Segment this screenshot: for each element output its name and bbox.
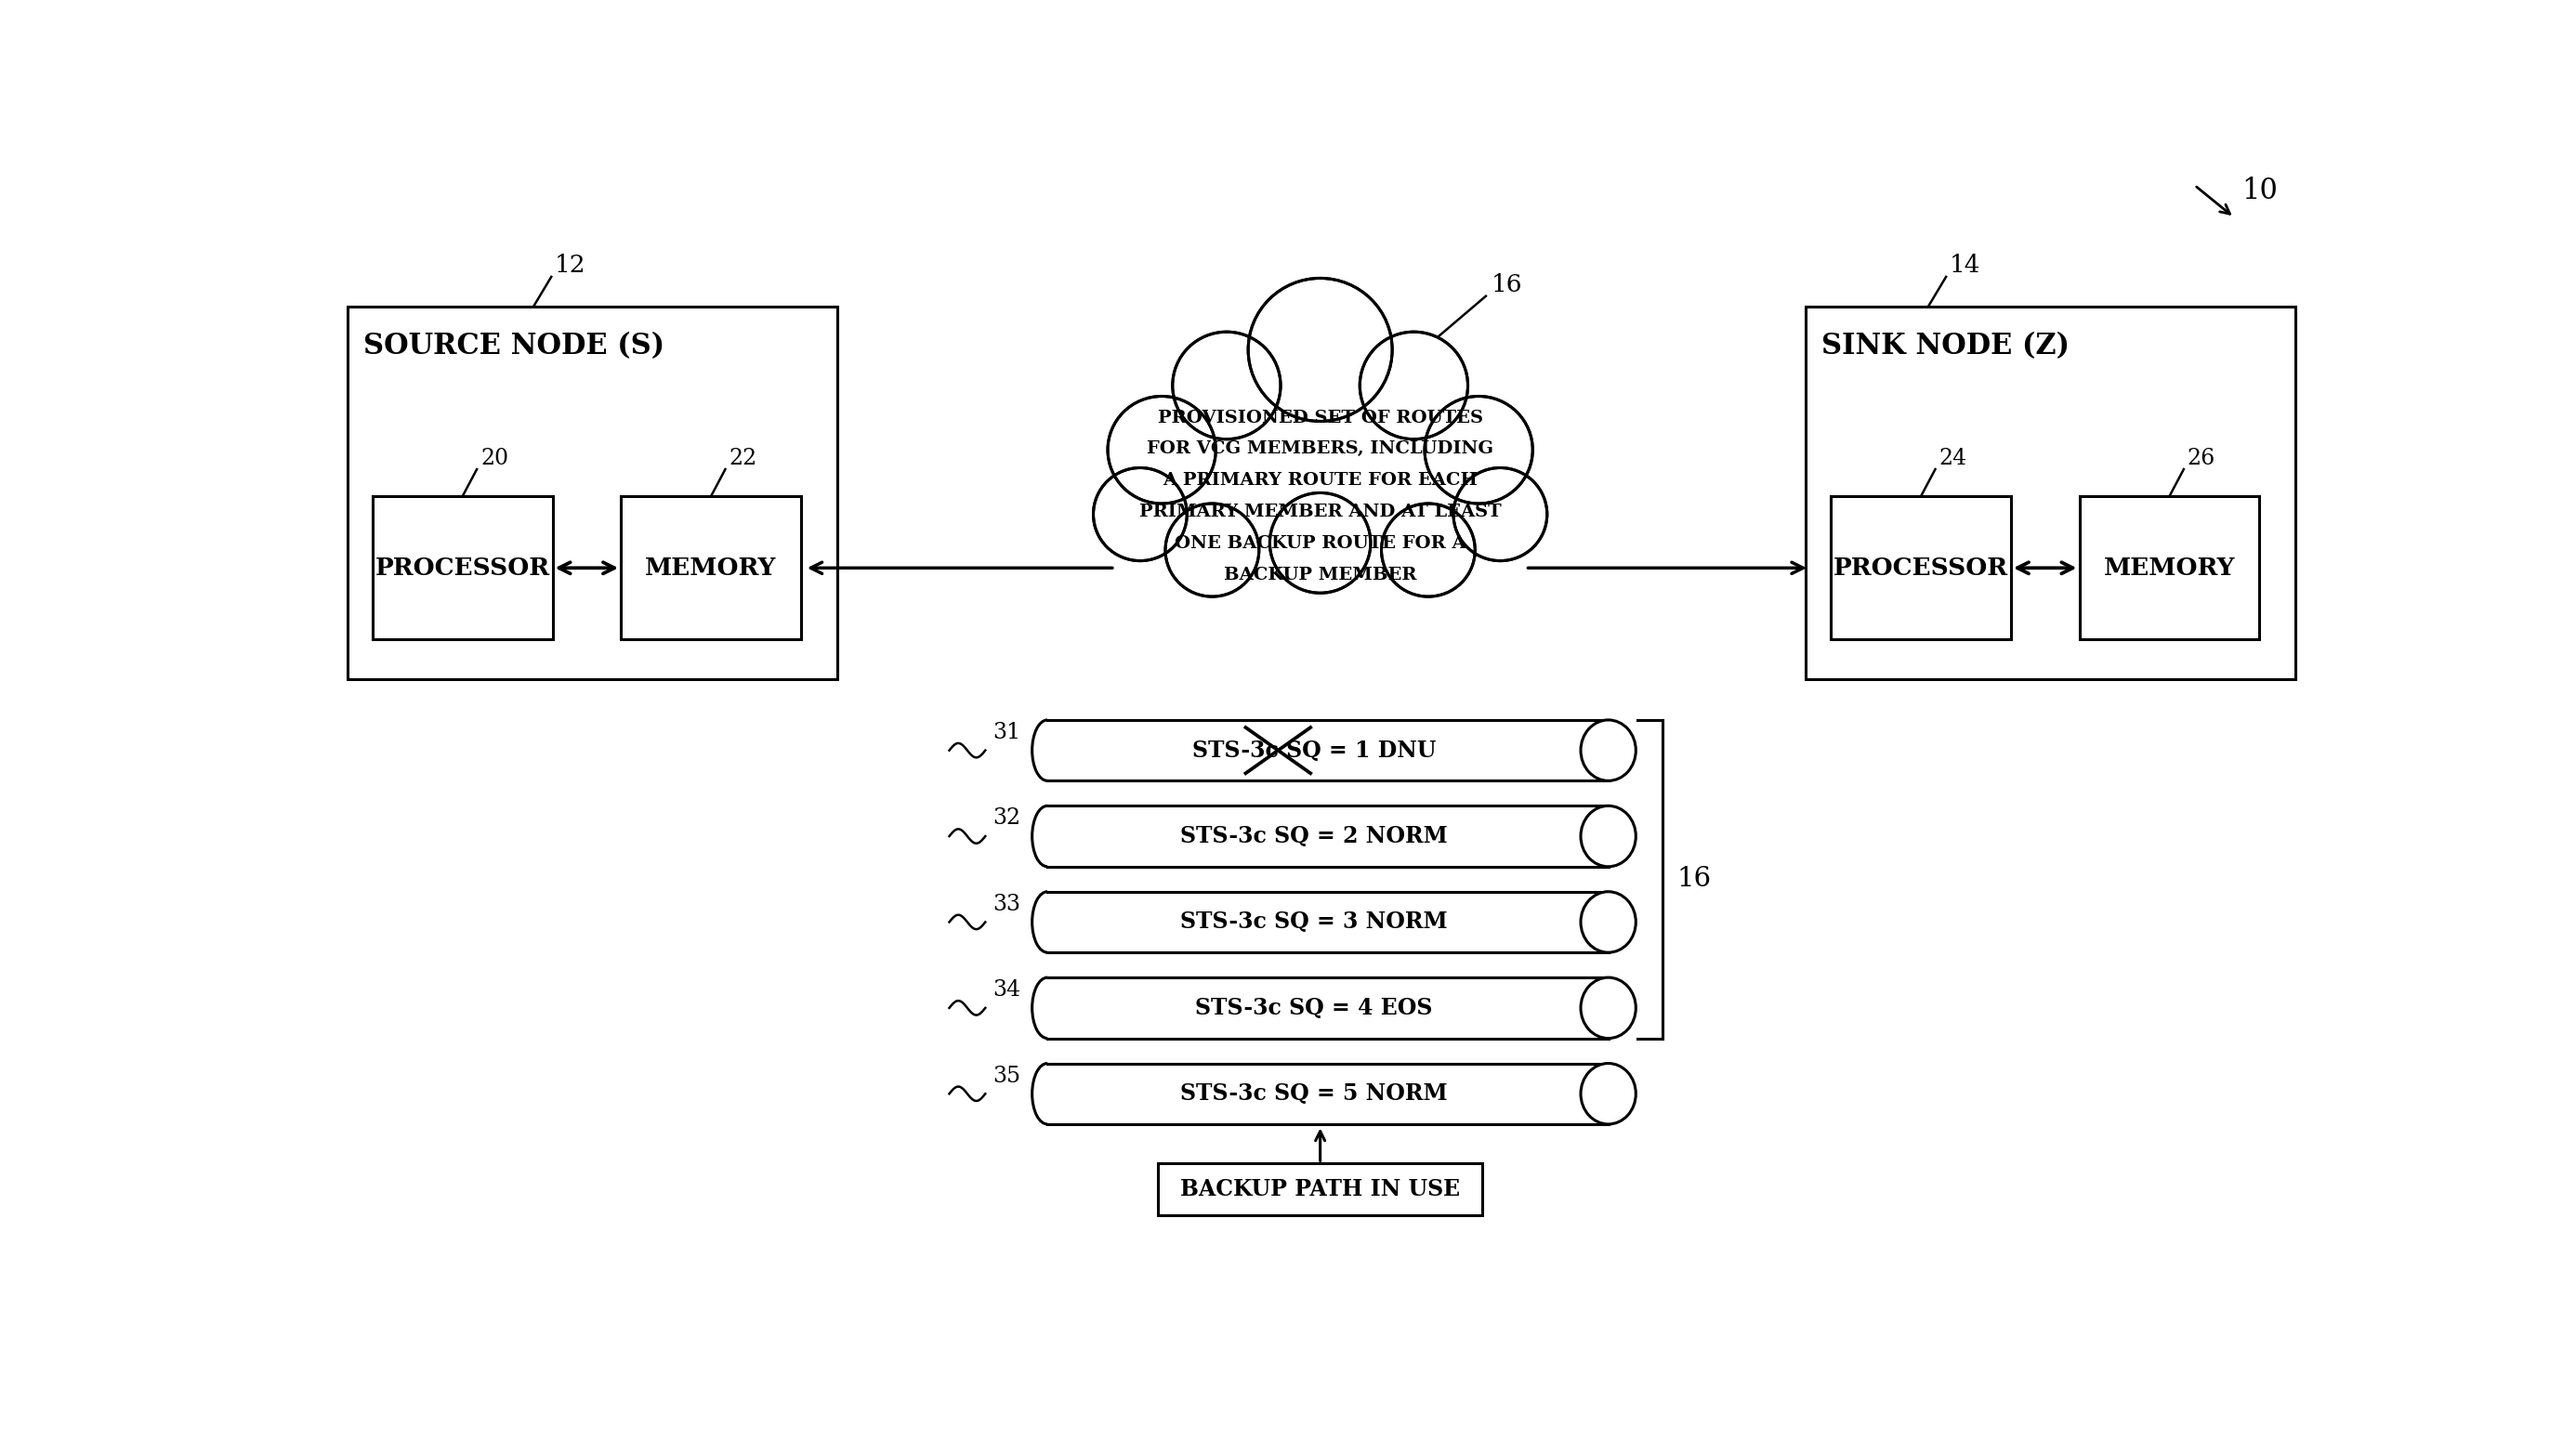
- Text: 33: 33: [992, 894, 1020, 915]
- Circle shape: [1249, 278, 1391, 422]
- Text: STS-3c SQ = 2 NORM: STS-3c SQ = 2 NORM: [1180, 824, 1448, 848]
- Text: SOURCE NODE (S): SOURCE NODE (S): [363, 332, 665, 361]
- Bar: [1832, 496, 2012, 640]
- Text: 16: 16: [1677, 867, 1710, 893]
- Bar: [1048, 720, 1607, 781]
- Bar: [1159, 1163, 1481, 1216]
- Circle shape: [1164, 503, 1260, 596]
- Text: MEMORY: MEMORY: [2105, 557, 2236, 580]
- Circle shape: [1453, 468, 1548, 561]
- Text: PROVISIONED SET OF ROUTES: PROVISIONED SET OF ROUTES: [1157, 410, 1484, 426]
- Circle shape: [1108, 397, 1216, 503]
- Text: 26: 26: [2187, 448, 2215, 470]
- Circle shape: [1172, 332, 1280, 439]
- Text: 14: 14: [1950, 253, 1981, 276]
- Ellipse shape: [1582, 720, 1636, 781]
- Text: PROCESSOR: PROCESSOR: [1834, 557, 2009, 580]
- Text: 31: 31: [992, 721, 1020, 743]
- Text: STS-3c SQ = 1 DNU: STS-3c SQ = 1 DNU: [1193, 739, 1435, 762]
- Text: 34: 34: [992, 980, 1020, 1000]
- Text: 10: 10: [2241, 176, 2277, 205]
- Bar: [374, 496, 551, 640]
- Circle shape: [1092, 468, 1188, 561]
- Circle shape: [1270, 493, 1370, 593]
- Text: 20: 20: [482, 448, 507, 470]
- Bar: [348, 307, 837, 679]
- Text: SINK NODE (Z): SINK NODE (Z): [1821, 332, 2069, 361]
- Text: 12: 12: [554, 253, 587, 276]
- Text: PRIMARY MEMBER AND AT LEAST: PRIMARY MEMBER AND AT LEAST: [1139, 503, 1502, 521]
- Ellipse shape: [1582, 1063, 1636, 1124]
- Text: STS-3c SQ = 5 NORM: STS-3c SQ = 5 NORM: [1180, 1083, 1448, 1105]
- Bar: [621, 496, 801, 640]
- Ellipse shape: [1159, 343, 1481, 557]
- Ellipse shape: [1582, 806, 1636, 867]
- Circle shape: [1360, 332, 1468, 439]
- Bar: [1806, 307, 2295, 679]
- Bar: [1048, 977, 1607, 1038]
- Text: STS-3c SQ = 4 EOS: STS-3c SQ = 4 EOS: [1195, 997, 1432, 1019]
- Text: FOR VCG MEMBERS, INCLUDING: FOR VCG MEMBERS, INCLUDING: [1146, 441, 1494, 458]
- Text: STS-3c SQ = 3 NORM: STS-3c SQ = 3 NORM: [1180, 910, 1448, 933]
- Text: BACKUP PATH IN USE: BACKUP PATH IN USE: [1180, 1178, 1461, 1201]
- Text: 22: 22: [729, 448, 757, 470]
- Text: ONE BACKUP ROUTE FOR A: ONE BACKUP ROUTE FOR A: [1175, 535, 1466, 553]
- Bar: [1048, 806, 1607, 867]
- Text: MEMORY: MEMORY: [644, 557, 775, 580]
- Text: 32: 32: [992, 807, 1020, 829]
- Circle shape: [1381, 503, 1476, 596]
- Circle shape: [1425, 397, 1533, 503]
- Ellipse shape: [1582, 977, 1636, 1038]
- Bar: [1048, 1063, 1607, 1124]
- Text: 24: 24: [1940, 448, 1968, 470]
- Ellipse shape: [1582, 891, 1636, 952]
- Text: PROCESSOR: PROCESSOR: [376, 557, 549, 580]
- Text: 35: 35: [992, 1066, 1020, 1086]
- Bar: [2079, 496, 2259, 640]
- Text: A PRIMARY ROUTE FOR EACH: A PRIMARY ROUTE FOR EACH: [1162, 473, 1479, 489]
- Text: BACKUP MEMBER: BACKUP MEMBER: [1224, 567, 1417, 583]
- Bar: [1048, 891, 1607, 952]
- Text: 16: 16: [1492, 273, 1522, 297]
